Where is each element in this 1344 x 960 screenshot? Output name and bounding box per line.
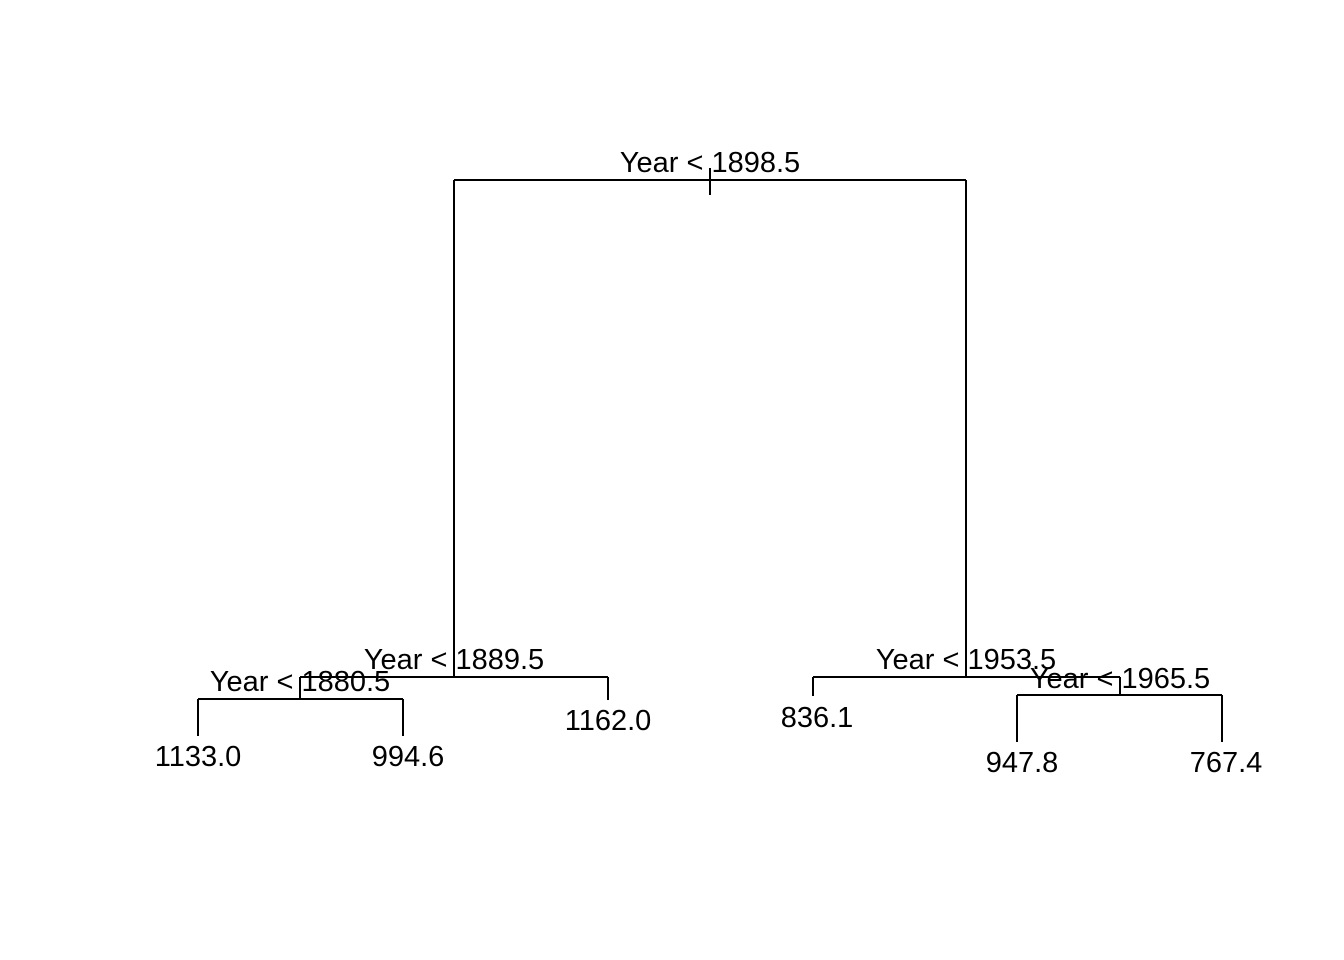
right-node — [812, 676, 1121, 696]
leaf-label: 836.1 — [781, 702, 854, 734]
leaf-label: 767.4 — [1190, 747, 1263, 779]
right-right-split-label: Year < 1965.5 — [1030, 663, 1210, 695]
left-left-split-label: Year < 1880.5 — [210, 666, 390, 698]
leaf-label: 994.6 — [372, 741, 445, 773]
root-node — [453, 168, 967, 677]
leaf-label: 1133.0 — [155, 741, 242, 773]
left-node — [299, 676, 609, 700]
leaf-label: 1162.0 — [565, 705, 652, 737]
left-left-node — [197, 698, 404, 736]
root-split-label: Year < 1898.5 — [620, 147, 800, 179]
right-right-node — [1016, 694, 1223, 742]
right-split-label: Year < 1953.5 — [876, 644, 1056, 676]
left-split-label: Year < 1889.5 — [364, 644, 544, 676]
leaf-label: 947.8 — [986, 747, 1059, 779]
